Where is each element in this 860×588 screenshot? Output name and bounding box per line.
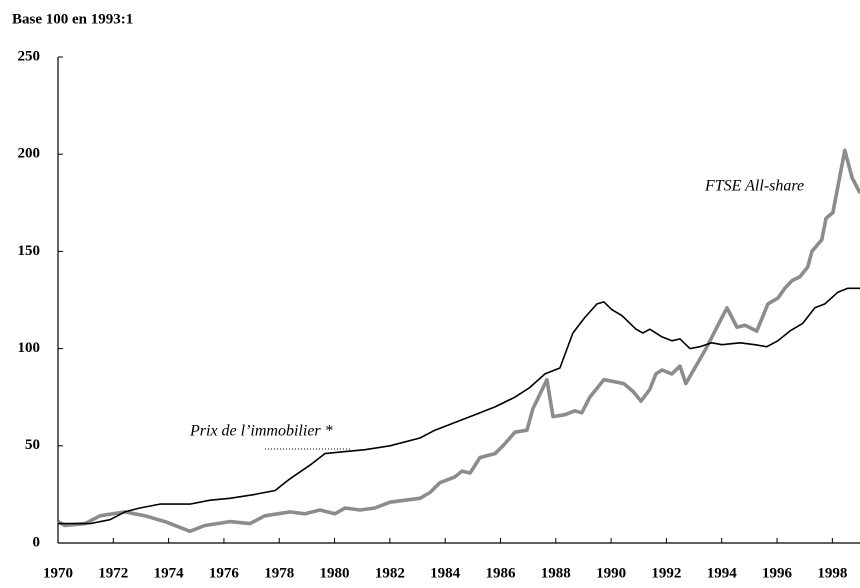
y-tick-label: 200 [18, 146, 41, 162]
y-tick-label: 0 [33, 534, 41, 550]
y-tick-label: 50 [25, 437, 40, 453]
annotation: FTSE All-share [704, 178, 804, 195]
x-tick-label: 1988 [541, 565, 571, 581]
x-tick-label: 1978 [264, 565, 294, 581]
x-tick-label: 1980 [320, 565, 350, 581]
x-tick-label: 1982 [375, 565, 405, 581]
x-tick-label: 1996 [762, 565, 793, 581]
series-line [58, 287, 860, 525]
x-tick-label: 1986 [485, 565, 516, 581]
x-tick-label: 1972 [98, 565, 128, 581]
x-tick-label: 1992 [651, 565, 681, 581]
x-tick-label: 1998 [817, 565, 847, 581]
x-tick-label: 1994 [707, 565, 738, 581]
y-tick-label: 150 [18, 243, 41, 259]
x-tick-label: 1984 [430, 565, 461, 581]
y-tick-label: 250 [18, 48, 41, 64]
x-tick-label: 1970 [43, 565, 73, 581]
series-line [57, 148, 860, 534]
annotation: Prix de l’immobilier * [189, 423, 333, 440]
chart-subtitle: Base 100 en 1993:1 [12, 11, 133, 27]
x-tick-label: 1990 [596, 565, 626, 581]
x-tick-label: 1976 [209, 565, 240, 581]
x-tick-label: 1974 [154, 565, 185, 581]
y-tick-label: 100 [18, 340, 41, 356]
